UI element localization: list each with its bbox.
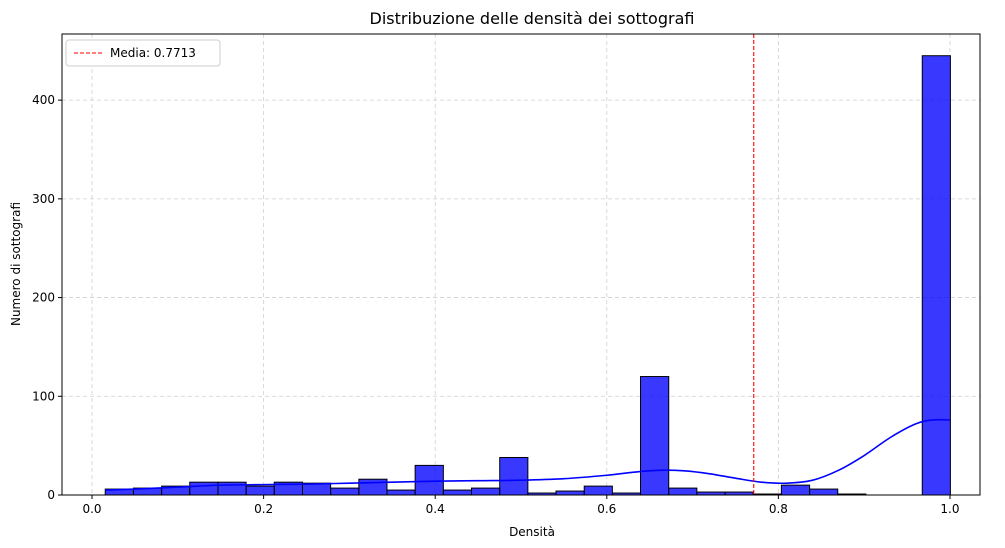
y-tick-label: 300: [32, 192, 55, 206]
chart-title: Distribuzione delle densità dei sottogra…: [370, 9, 695, 28]
histogram-bar: [330, 487, 360, 496]
x-tick-label: 0.6: [597, 502, 616, 516]
x-tick-label: 1.0: [940, 502, 959, 516]
y-tick-label: 200: [32, 291, 55, 305]
histogram-bar: [583, 485, 613, 496]
kde-curve: [105, 418, 950, 491]
histogram-bar: [555, 490, 585, 496]
histogram-bar: [809, 488, 839, 496]
x-tick-label: 0.4: [426, 502, 445, 516]
histogram-bar: [499, 456, 529, 496]
histogram-bars: [104, 55, 951, 496]
y-tick-label: 0: [47, 488, 55, 502]
x-axis-ticks: 0.0 0.2 0.4 0.6 0.8 1.0: [82, 495, 960, 516]
x-tick-label: 0.0: [82, 502, 101, 516]
histogram-bar: [245, 485, 275, 496]
histogram-bar: [414, 464, 444, 496]
histogram-bar: [442, 489, 472, 496]
x-tick-label: 0.2: [254, 502, 273, 516]
histogram-bar: [189, 481, 219, 496]
legend-label-mean: Media: 0.7713: [110, 46, 196, 60]
y-tick-label: 400: [32, 93, 55, 107]
y-axis-label: Numero di sottografi: [9, 202, 23, 326]
legend-box: [65, 39, 221, 67]
histogram-bar: [780, 484, 811, 496]
histogram-bar: [921, 55, 951, 496]
legend: Media: 0.7713: [65, 39, 221, 67]
y-tick-label: 100: [32, 389, 55, 403]
histogram-bar: [386, 489, 416, 496]
histogram-bar: [470, 487, 501, 496]
x-tick-label: 0.8: [769, 502, 788, 516]
histogram-bar: [640, 376, 670, 496]
y-axis-ticks: 0 100 200 300 400: [32, 93, 62, 502]
x-axis-label: Densità: [509, 525, 555, 539]
histogram-bar: [358, 478, 388, 496]
histogram-bar: [668, 487, 698, 496]
plot-frame: [61, 33, 981, 496]
